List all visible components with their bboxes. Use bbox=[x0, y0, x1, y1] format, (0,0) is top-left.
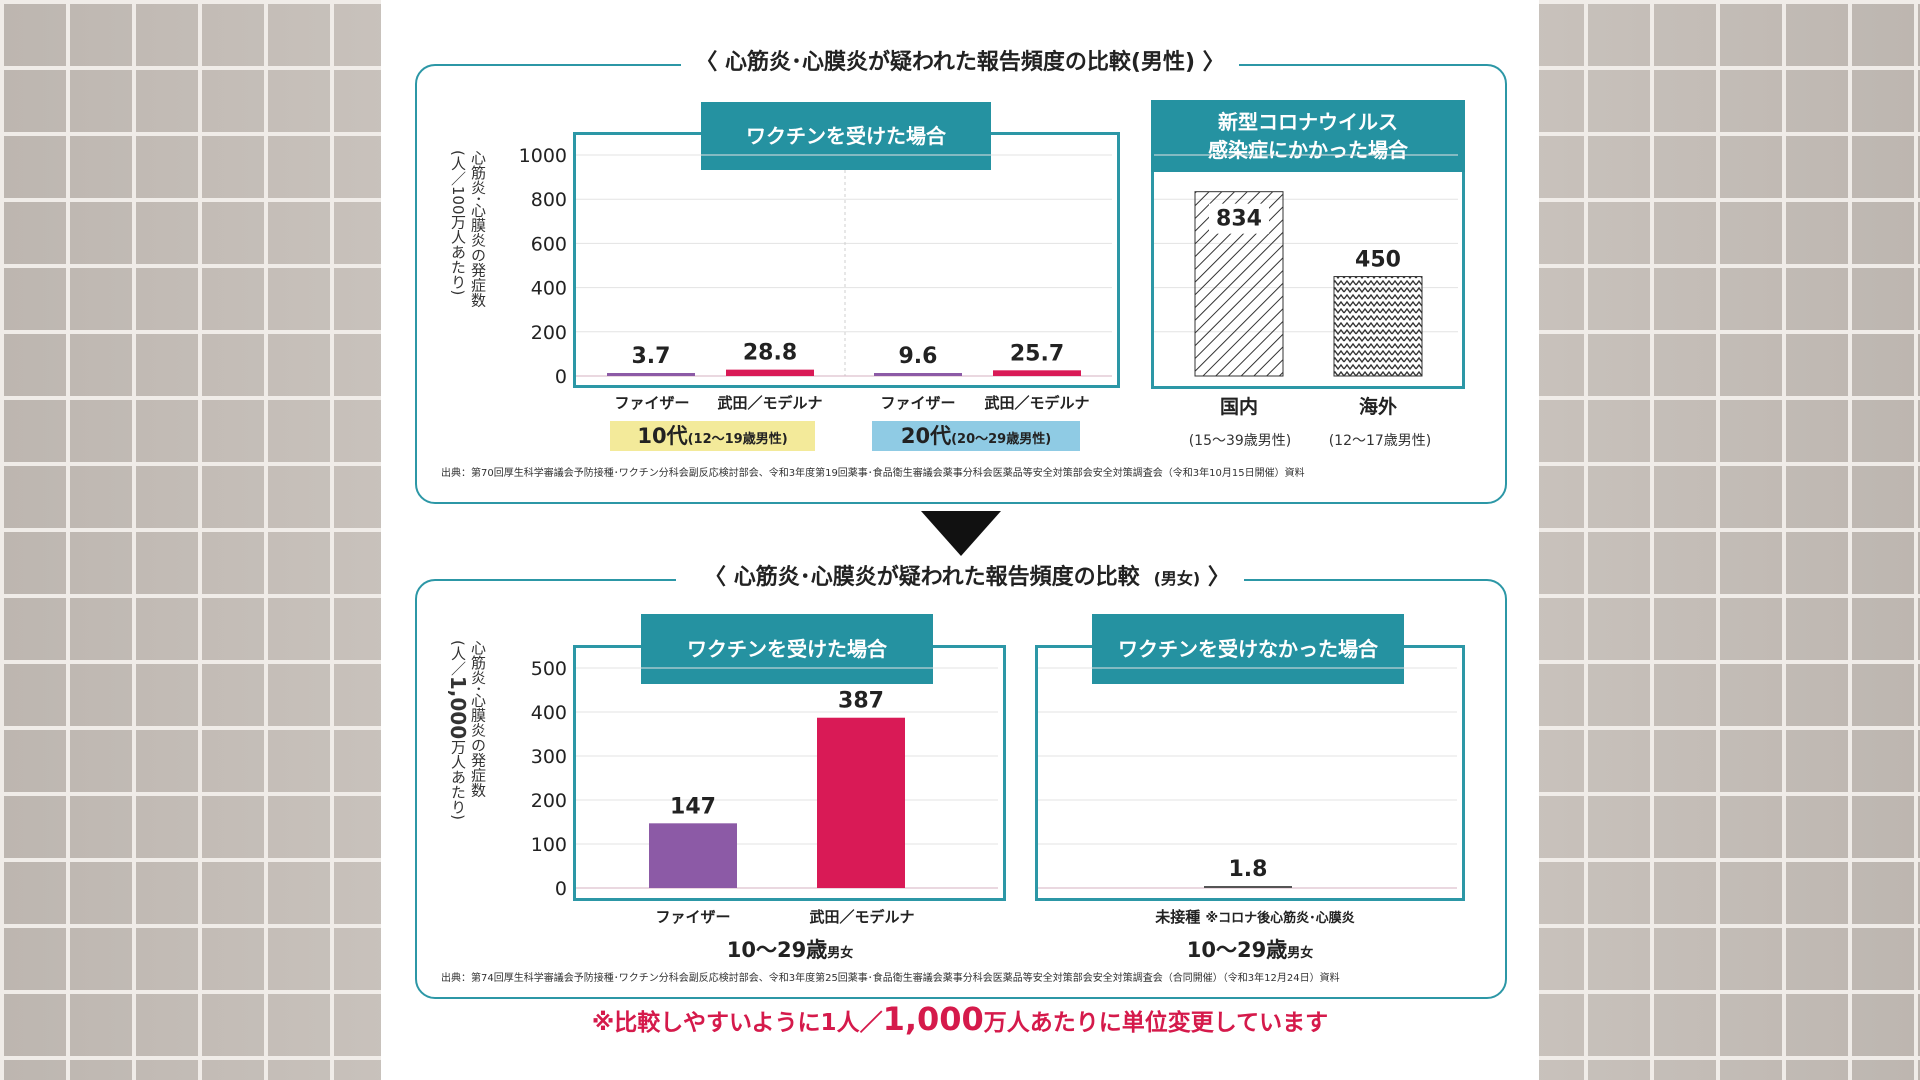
covid-category-overseas: 海外 bbox=[1358, 396, 1397, 418]
top-category-pfizer-twenties: ファイザー bbox=[880, 394, 956, 412]
unvaccinated-bar-label: 1.8 bbox=[1229, 857, 1268, 882]
bottom-category-pfizer: ファイザー bbox=[655, 908, 731, 926]
top-category-pfizer-teen: ファイザー bbox=[614, 394, 690, 412]
top-source: 出典：第70回厚生科学審議会予防接種･ワクチン分科会副反応検討部会、令和3年度第… bbox=[441, 468, 1305, 479]
bottom-category-unvaccinated: 未接種 ※コロナ後心筋炎･心膜炎 bbox=[1155, 908, 1355, 926]
bottom-vaccine-bar-1 bbox=[817, 717, 905, 888]
bottom-y-tick-label: 500 bbox=[531, 658, 567, 680]
bottom-y-axis-label: 心筋炎･心膜炎の発症数 (人／1,000万人あたり) bbox=[446, 640, 487, 820]
vaccine-bar-2 bbox=[874, 373, 962, 376]
bottom-section-title: 〈 心筋炎･心膜炎が疑われた報告頻度の比較 (男女) 〉 bbox=[0, 565, 1920, 592]
age-badge-teen: 10代(12～19歳男性) bbox=[610, 421, 815, 451]
top-y-axis-label: 心筋炎･心膜炎の発症数 (人／100万人あたり) bbox=[449, 150, 487, 308]
vaccine-bar-label-2: 9.6 bbox=[899, 344, 938, 369]
bottom-age-left: 10～29歳男女 bbox=[726, 938, 854, 962]
covid-bar-label-1: 450 bbox=[1355, 248, 1401, 273]
top-y-tick-label: 0 bbox=[555, 366, 567, 388]
bottom-y-tick-label: 100 bbox=[531, 834, 567, 856]
bottom-novaccine-header: ワクチンを受けなかった場合 bbox=[1092, 614, 1404, 684]
bottom-age-right: 10～29歳男女 bbox=[1186, 938, 1314, 962]
top-y-tick-label: 600 bbox=[531, 233, 567, 255]
covid-sub-overseas: (12～17歳男性) bbox=[1328, 433, 1432, 449]
covid-sub-domestic: (15～39歳男性) bbox=[1188, 433, 1292, 449]
top-category-takeda-teen: 武田／モデルナ bbox=[717, 394, 823, 412]
bottom-source: 出典：第74回厚生科学審議会予防接種･ワクチン分科会副反応検討部会、令和3年度第… bbox=[441, 973, 1340, 984]
vaccine-bar-label-1: 28.8 bbox=[743, 341, 797, 366]
unit-change-footnote: ※比較しやすいように1人／1,000万人あたりに単位変更しています bbox=[591, 1000, 1329, 1038]
vaccine-bar-0 bbox=[607, 373, 695, 376]
top-section-title: 〈 心筋炎･心膜炎が疑われた報告頻度の比較(男性) 〉 bbox=[0, 50, 1920, 76]
bottom-vaccine-bar-label-0: 147 bbox=[670, 794, 716, 819]
covid-category-domestic: 国内 bbox=[1219, 396, 1258, 418]
age-badge-twenties: 20代(20～29歳男性) bbox=[872, 421, 1080, 451]
top-y-tick-label: 400 bbox=[531, 278, 567, 300]
top-y-tick-label: 1000 bbox=[519, 145, 567, 167]
covid-bar-label-bg-0 bbox=[1209, 203, 1269, 234]
bottom-category-takeda: 武田／モデルナ bbox=[809, 908, 915, 926]
bottom-y-tick-label: 0 bbox=[555, 878, 567, 900]
vaccine-bar-label-3: 25.7 bbox=[1010, 341, 1064, 366]
vaccine-bar-label-0: 3.7 bbox=[632, 344, 671, 369]
top-vaccine-chart-frame bbox=[573, 132, 1120, 388]
bottom-vaccine-chart-frame bbox=[573, 645, 1006, 901]
covid-bar-label-0: 834 bbox=[1216, 207, 1262, 232]
down-arrow bbox=[921, 511, 1001, 556]
top-y-tick-label: 800 bbox=[531, 189, 567, 211]
top-category-takeda-twenties: 武田／モデルナ bbox=[984, 394, 1090, 412]
bottom-y-tick-label: 300 bbox=[531, 746, 567, 768]
top-covid-header: 新型コロナウイルス 感染症にかかった場合 bbox=[1151, 100, 1465, 172]
top-vaccine-header: ワクチンを受けた場合 bbox=[701, 102, 991, 170]
vaccine-bar-3 bbox=[993, 370, 1081, 376]
bottom-vaccine-header: ワクチンを受けた場合 bbox=[641, 614, 933, 684]
bottom-novaccine-chart-frame bbox=[1035, 645, 1465, 901]
bottom-vaccine-bar-0 bbox=[649, 823, 737, 888]
unvaccinated-bar bbox=[1204, 886, 1292, 888]
top-y-tick-label: 200 bbox=[531, 322, 567, 344]
bottom-y-tick-label: 400 bbox=[531, 702, 567, 724]
covid-bar-1 bbox=[1333, 276, 1423, 377]
bottom-vaccine-bar-label-1: 387 bbox=[838, 689, 884, 714]
vaccine-bar-1 bbox=[726, 369, 814, 376]
bottom-y-tick-label: 200 bbox=[531, 790, 567, 812]
